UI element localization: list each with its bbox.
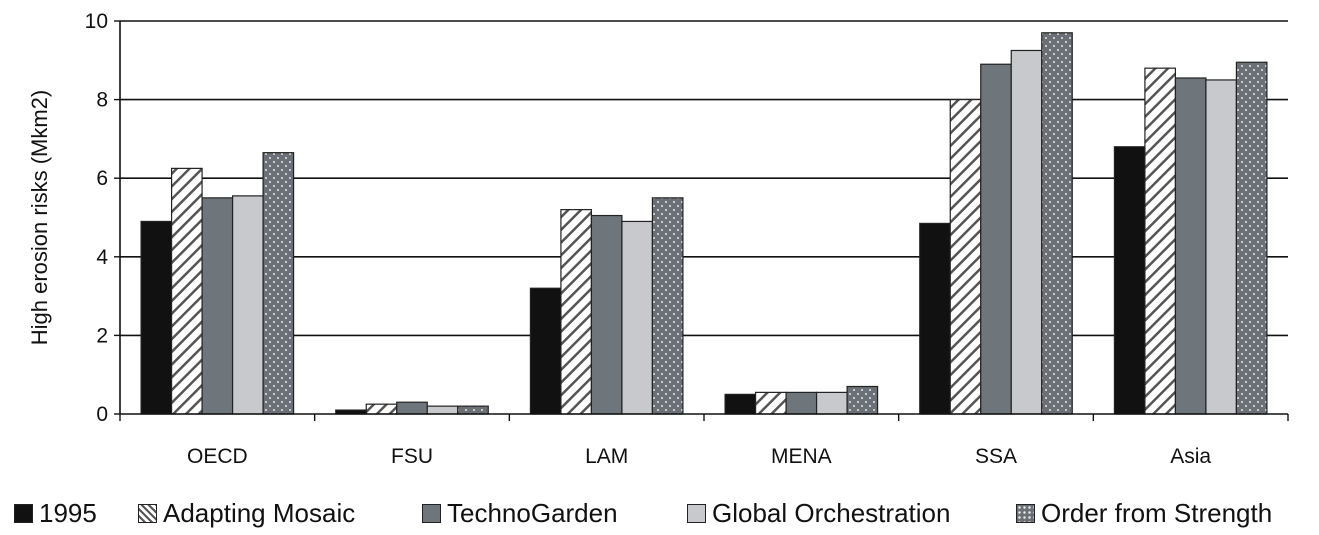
x-category-label: SSA <box>975 445 1017 468</box>
bar-order-from-strength-lam <box>651 197 684 415</box>
bar-adapting-mosaic-fsu <box>365 403 398 415</box>
bar-global-orchestration-lam <box>621 220 654 415</box>
legend-label: Global Orchestration <box>712 497 951 528</box>
x-category-label: LAM <box>585 445 628 468</box>
bar-global-orchestration-ssa <box>1010 49 1043 415</box>
y-axis-label: High erosion risks (Mkm2) <box>27 90 52 346</box>
legend-label: 1995 <box>39 497 97 528</box>
x-category-label: Asia <box>1170 445 1211 468</box>
legend-swatch <box>422 503 441 523</box>
bar-technogarden-mena <box>785 391 818 415</box>
bar-global-orchestration-fsu <box>426 405 459 415</box>
legend-item-1995: 1995 <box>14 494 97 532</box>
grid-lines <box>120 20 1288 337</box>
x-categories: OECD FSU LAM MENA SSA Asia <box>187 445 1211 468</box>
legend-swatch <box>687 503 706 523</box>
legend-swatch <box>138 503 157 523</box>
bar-1995-asia <box>1113 146 1146 415</box>
y-tick-label: 2 <box>96 324 108 347</box>
x-category-label: MENA <box>771 445 832 468</box>
bar-adapting-mosaic-oecd <box>170 167 203 415</box>
bar-technogarden-fsu <box>396 401 428 415</box>
bar-order-from-strength-fsu <box>457 405 489 415</box>
bar-adapting-mosaic-ssa <box>949 98 982 415</box>
bar-global-orchestration-mena <box>815 391 848 415</box>
bar-1995-lam <box>529 287 562 415</box>
bar-order-from-strength-asia <box>1235 61 1268 415</box>
y-tick-label: 0 <box>96 403 108 426</box>
y-tick-label: 6 <box>96 167 108 190</box>
bar-adapting-mosaic-asia <box>1144 67 1177 415</box>
bar-technogarden-asia <box>1174 77 1207 415</box>
legend-swatch <box>14 503 33 523</box>
legend-item-adapting-mosaic: Adapting Mosaic <box>138 494 355 532</box>
y-tick-label: 10 <box>85 10 108 33</box>
y-tick-label: 8 <box>96 89 108 112</box>
y-tick-label: 4 <box>96 246 108 269</box>
chart: 0 2 4 6 8 10 OECD FSU LAM MENA SSA Asia High erosi… <box>27 10 1289 468</box>
bar-1995-mena <box>724 393 757 415</box>
bar-order-from-strength-mena <box>846 385 879 415</box>
x-category-label: OECD <box>187 445 248 468</box>
legend-item-global-orchestration: Global Orchestration <box>687 494 950 532</box>
bar-1995-ssa <box>919 222 951 415</box>
bars <box>140 32 1268 415</box>
bar-1995-oecd <box>140 220 173 415</box>
bar-technogarden-oecd <box>201 197 234 415</box>
y-ticks: 0 2 4 6 8 10 <box>85 10 120 426</box>
legend-label: Order from Strength <box>1041 497 1273 528</box>
bar-adapting-mosaic-mena <box>754 391 787 415</box>
legend: 1995 Adapting Mosaic TechnoGarden Global Or… <box>0 494 1319 532</box>
legend-label: Adapting Mosaic <box>163 497 356 528</box>
bar-global-orchestration-asia <box>1205 79 1238 415</box>
legend-item-technogarden: TechnoGarden <box>422 494 618 532</box>
legend-swatch <box>1016 503 1035 523</box>
x-category-label: FSU <box>391 445 433 468</box>
bar-technogarden-lam <box>590 214 623 415</box>
bar-order-from-strength-oecd <box>262 152 295 415</box>
bar-adapting-mosaic-lam <box>560 209 593 415</box>
axes <box>119 21 1289 421</box>
legend-item-order-from-strength: Order from Strength <box>1016 494 1272 532</box>
bar-global-orchestration-oecd <box>231 195 264 415</box>
bar-order-from-strength-ssa <box>1041 32 1073 415</box>
bar-technogarden-ssa <box>980 63 1012 415</box>
legend-label: TechnoGarden <box>447 497 618 528</box>
